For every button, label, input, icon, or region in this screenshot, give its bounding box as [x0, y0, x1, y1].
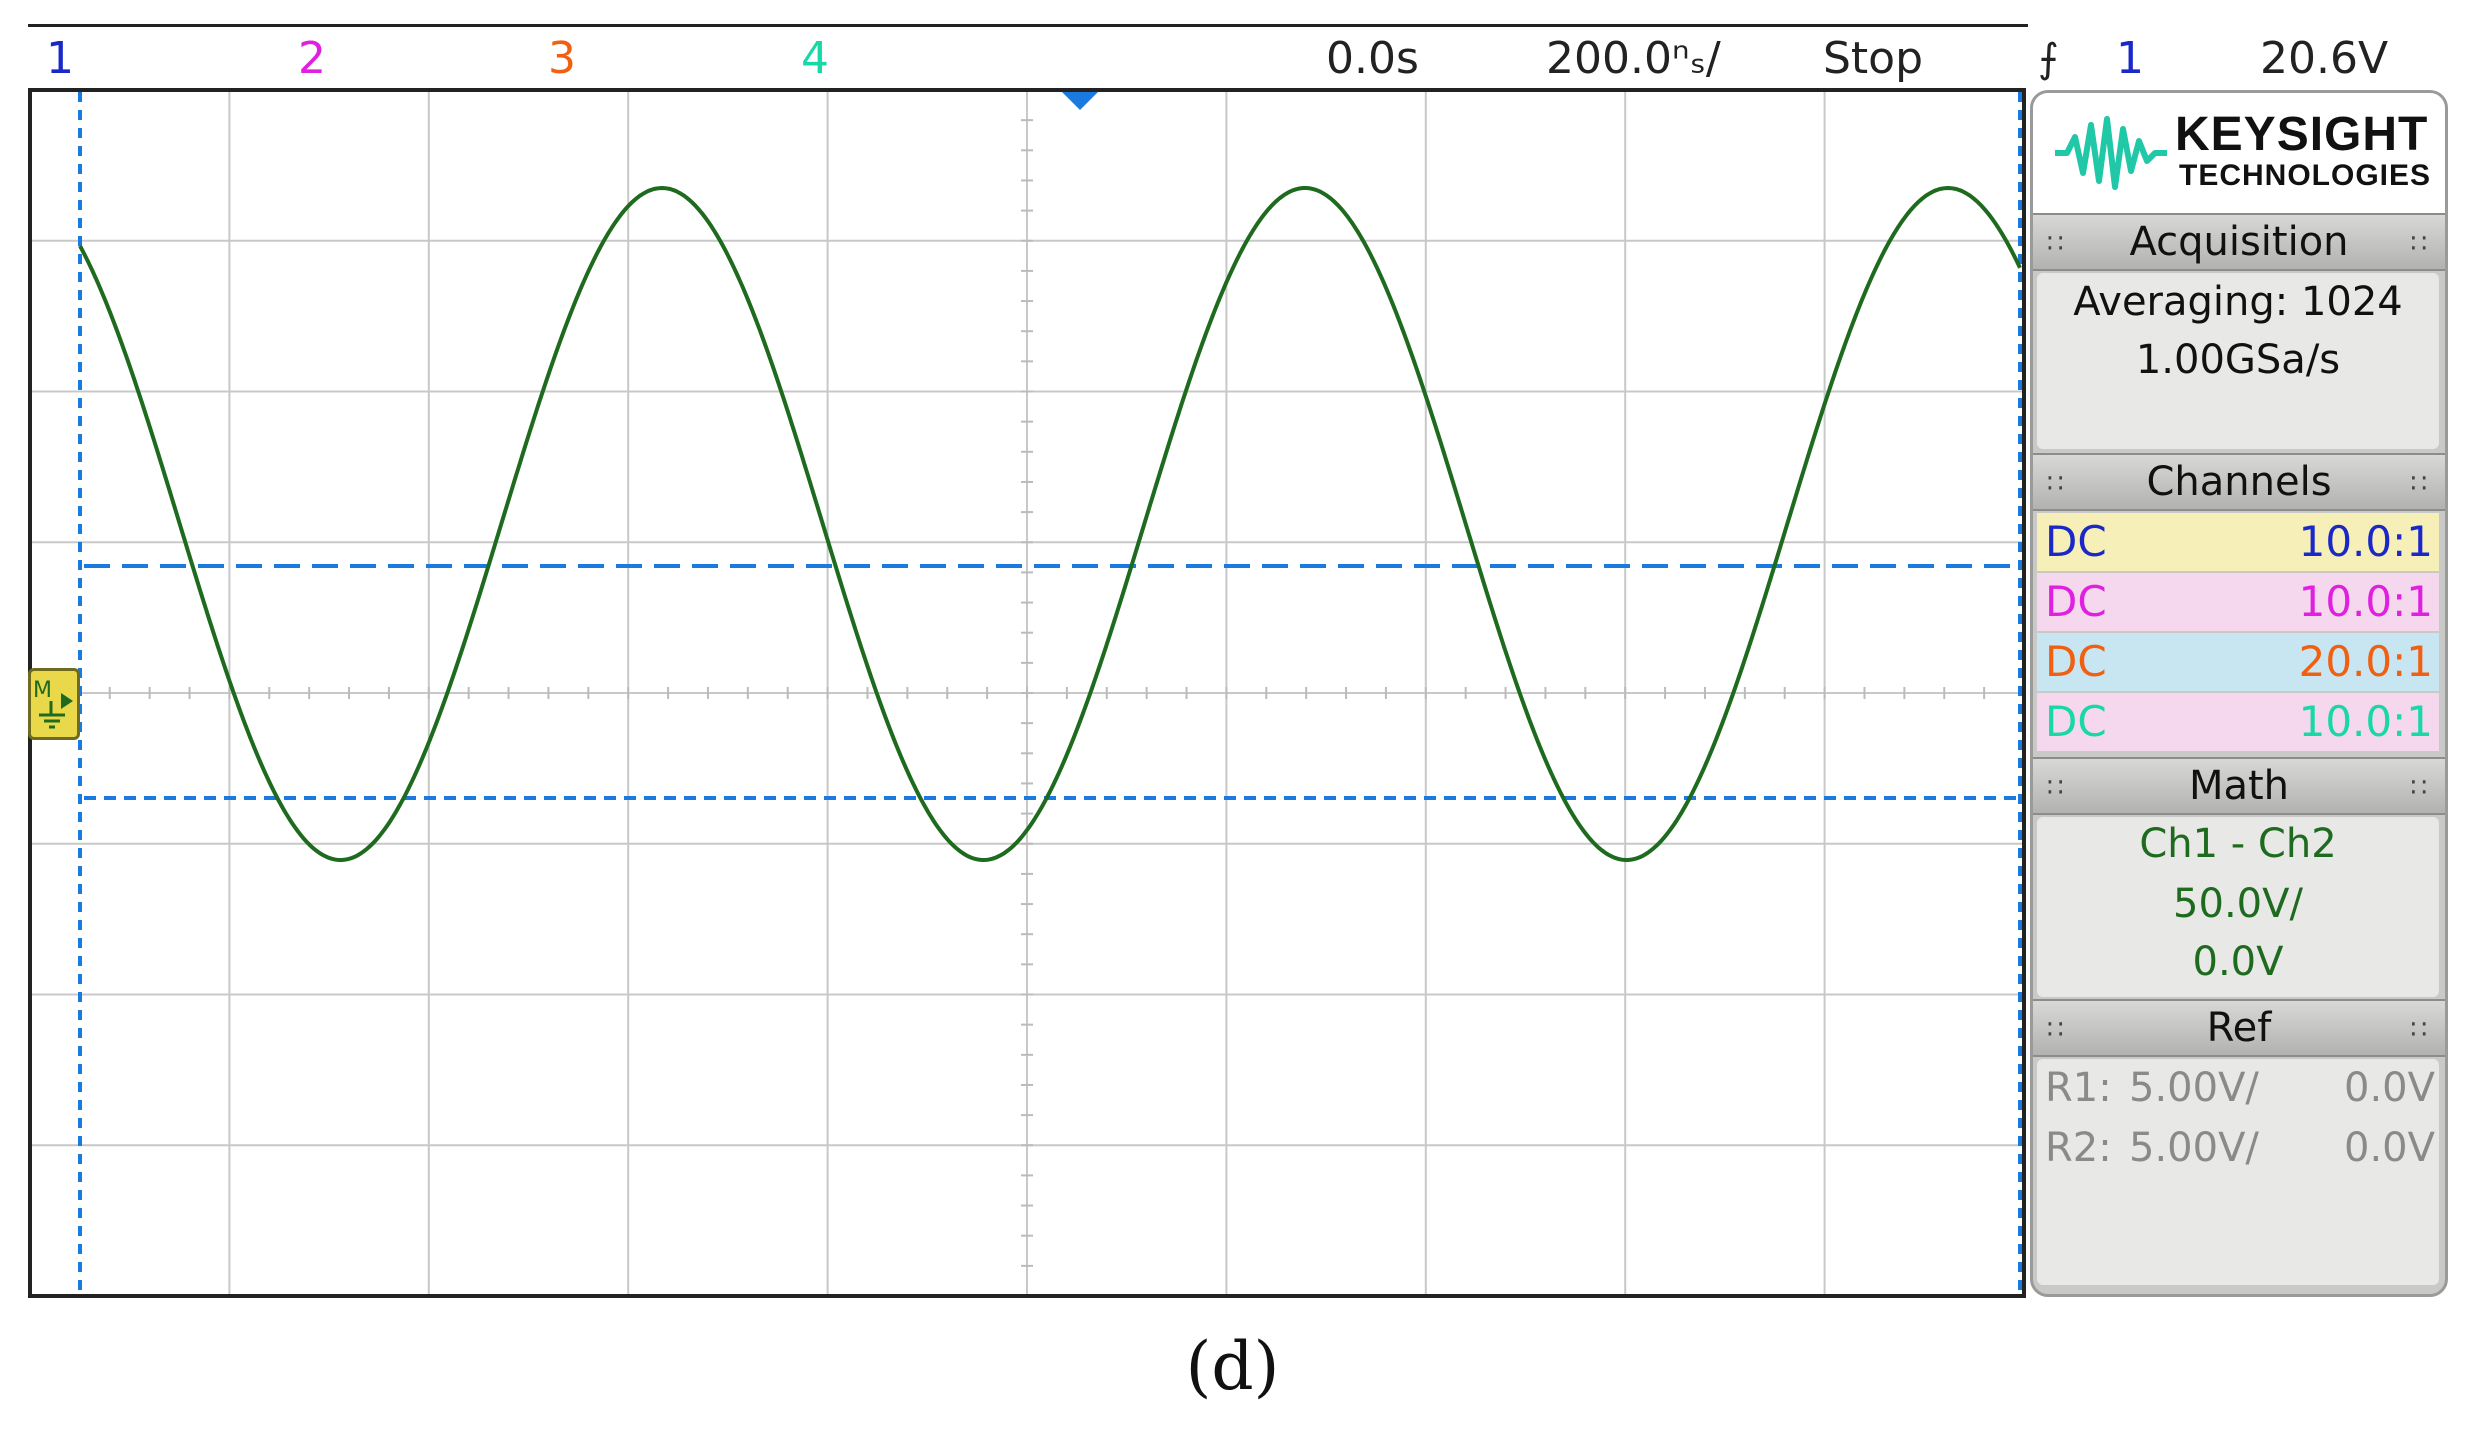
math-scale: 50.0V/: [2173, 881, 2303, 927]
axis-ticks: [29, 89, 2025, 1297]
trigger-edge-icon[interactable]: ⨍: [2038, 36, 2059, 82]
drag-handle-icon[interactable]: ∷: [2047, 469, 2063, 499]
ref-r1-scale: 5.00V/: [2129, 1065, 2259, 1111]
drag-handle-icon[interactable]: ∷: [2410, 1015, 2426, 1045]
waveform-display[interactable]: [28, 88, 2026, 1298]
math-body[interactable]: Ch1 - Ch2 50.0V/ 0.0V: [2037, 817, 2439, 997]
channel-1-row[interactable]: DC 10.0:1: [2037, 513, 2439, 571]
ref-r2-scale: 5.00V/: [2129, 1125, 2259, 1171]
math-header[interactable]: ∷ Math ∷: [2033, 757, 2445, 815]
run-state[interactable]: Stop: [1823, 33, 1924, 84]
trigger-position-marker: [1062, 92, 1098, 110]
svg-text:M: M: [33, 678, 52, 703]
ground-reference-marker[interactable]: M: [28, 668, 80, 740]
channel-3-row[interactable]: DC 20.0:1: [2037, 633, 2439, 691]
ref-r2-name: R2:: [2045, 1125, 2112, 1171]
horizontal-delay[interactable]: 0.0s: [1326, 33, 1419, 84]
trigger-source[interactable]: 1: [2116, 33, 2144, 84]
ref-body[interactable]: R1: 5.00V/ 0.0V R2: 5.00V/ 0.0V: [2037, 1059, 2439, 1285]
drag-handle-icon[interactable]: ∷: [2410, 469, 2426, 499]
channel-1-tab[interactable]: 1: [46, 33, 74, 84]
ref-r2-row[interactable]: R2: 5.00V/ 0.0V: [2037, 1123, 2439, 1181]
ref-r2-offset: 0.0V: [2344, 1125, 2435, 1171]
channel-4-row[interactable]: DC 10.0:1: [2037, 693, 2439, 751]
ref-r1-offset: 0.0V: [2344, 1065, 2435, 1111]
channel-3-probe: 20.0:1: [2298, 637, 2433, 686]
timebase-scale[interactable]: 200.0ⁿₛ/: [1546, 33, 1721, 84]
channels-title: Channels: [2146, 459, 2332, 505]
channel-2-row[interactable]: DC 10.0:1: [2037, 573, 2439, 631]
ref-title: Ref: [2206, 1005, 2272, 1051]
side-panel: KEYSIGHT TECHNOLOGIES ∷ Acquisition ∷ Av…: [2030, 90, 2448, 1297]
drag-handle-icon[interactable]: ∷: [2047, 1015, 2063, 1045]
channel-4-tab[interactable]: 4: [801, 33, 829, 84]
ref-r1-name: R1:: [2045, 1065, 2112, 1111]
trigger-level[interactable]: 20.6V: [2260, 33, 2389, 84]
status-bar: 1 2 3 4 0.0s 200.0ⁿₛ/ Stop ⨍ 1 20.6V: [28, 24, 2388, 91]
sample-rate: 1.00GSa/s: [2135, 337, 2341, 383]
channel-1-probe: 10.0:1: [2298, 517, 2433, 566]
channel-3-tab[interactable]: 3: [548, 33, 576, 84]
channels-body: DC 10.0:1 DC 10.0:1 DC 20.0:1 DC 10.0:1: [2037, 513, 2439, 753]
drag-handle-icon[interactable]: ∷: [2047, 229, 2063, 259]
acquisition-body[interactable]: Averaging: 1024 1.00GSa/s: [2037, 273, 2439, 449]
logo-name: KEYSIGHT: [2175, 108, 2429, 161]
waveform-graticule: [28, 88, 2026, 1298]
channel-4-probe: 10.0:1: [2298, 697, 2433, 746]
channel-4-coupling: DC: [2045, 697, 2107, 746]
channel-2-coupling: DC: [2045, 577, 2107, 626]
figure-caption: (d): [1185, 1328, 1280, 1405]
drag-handle-icon[interactable]: ∷: [2047, 773, 2063, 803]
math-offset: 0.0V: [2192, 939, 2284, 985]
keysight-wave-icon: [2055, 116, 2167, 190]
channel-2-tab[interactable]: 2: [298, 33, 326, 84]
acquisition-mode: Averaging: 1024: [2073, 279, 2403, 325]
drag-handle-icon[interactable]: ∷: [2410, 773, 2426, 803]
acquisition-header[interactable]: ∷ Acquisition ∷: [2033, 213, 2445, 271]
ref-header[interactable]: ∷ Ref ∷: [2033, 999, 2445, 1057]
channel-2-probe: 10.0:1: [2298, 577, 2433, 626]
ground-icon: M: [33, 678, 73, 729]
logo-subtitle: TECHNOLOGIES: [2179, 159, 2432, 192]
math-function: Ch1 - Ch2: [2139, 821, 2337, 867]
ref-r1-row[interactable]: R1: 5.00V/ 0.0V: [2037, 1063, 2439, 1121]
channel-1-coupling: DC: [2045, 517, 2107, 566]
channels-header[interactable]: ∷ Channels ∷: [2033, 453, 2445, 511]
drag-handle-icon[interactable]: ∷: [2410, 229, 2426, 259]
acquisition-title: Acquisition: [2129, 219, 2349, 265]
channel-3-coupling: DC: [2045, 637, 2107, 686]
brand-logo: KEYSIGHT TECHNOLOGIES: [2033, 93, 2445, 213]
math-waveform-trace: [78, 185, 2022, 862]
math-title: Math: [2188, 763, 2290, 809]
